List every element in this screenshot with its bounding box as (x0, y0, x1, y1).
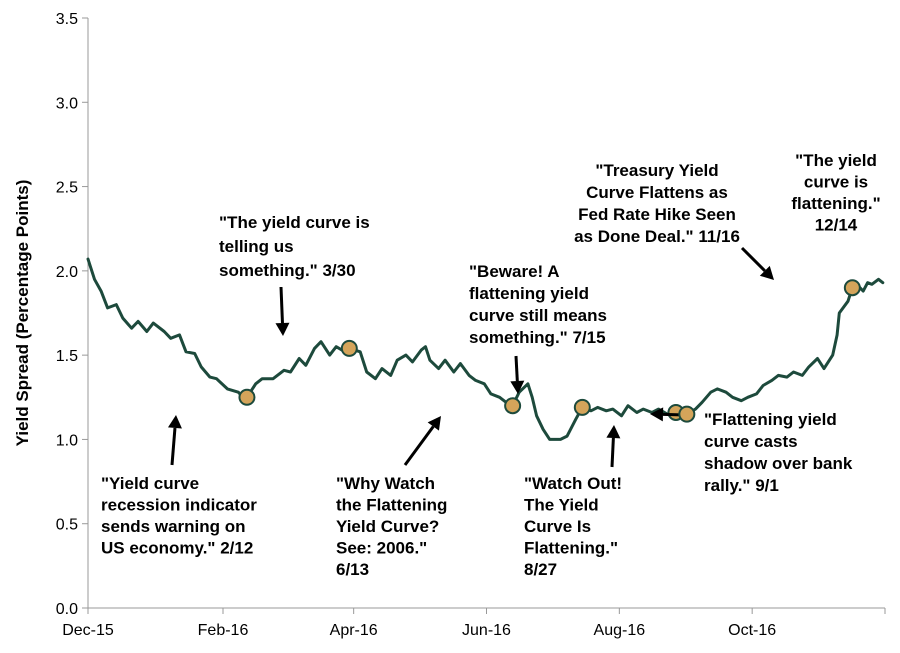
annotation-line: Curve Is (524, 517, 591, 536)
annotation-line: "The yield curve is (219, 213, 370, 232)
x-tick-label: Dec-15 (62, 622, 114, 639)
x-tick-label: Aug-16 (594, 622, 646, 639)
annotation-line: as Done Deal." 11/16 (574, 227, 740, 246)
annotation-arrowhead (510, 380, 525, 394)
yield-spread-line (86, 257, 885, 441)
annotation-line: "Yield curve (101, 474, 199, 493)
x-tick-label: Apr-16 (330, 622, 378, 639)
y-tick-label: 3.5 (56, 11, 78, 28)
annotation: "The yield curve is telling us something."… (219, 213, 370, 357)
annotation-label: "Yield curve recession indicator sends war… (101, 474, 257, 558)
annotation-line: "Beware! A (469, 262, 560, 281)
y-ticks: 0.0 0.5 1.0 1.5 2.0 2.5 3.0 3.5 (56, 11, 88, 618)
annotation-line: telling us (219, 237, 294, 256)
y-tick-label: 2.5 (56, 180, 78, 197)
annotation-label: "Watch Out! The Yield Curve Is Flattening."… (524, 474, 622, 579)
annotation-line: Yield Curve? (336, 517, 439, 536)
annotation-line: 8/27 (524, 560, 557, 579)
y-axis-title: Yield Spread (Percentage Points) (13, 180, 32, 447)
y-tick-label: 0.0 (56, 601, 78, 618)
annotation-line: The Yield (524, 496, 599, 515)
annotation-label: "Beware! A flattening yield curve still me… (469, 262, 607, 347)
event-marker (504, 397, 522, 415)
annotation-line: curve still means (469, 306, 607, 325)
annotation-arrowhead (759, 265, 774, 280)
annotation-line: US economy." 2/12 (101, 539, 253, 558)
annotation-arrowhead (650, 407, 664, 422)
x-tick-label: Jun-16 (462, 622, 511, 639)
annotation-line: "The yield (795, 151, 877, 170)
annotation-line: something." 3/30 (219, 261, 356, 280)
x-tick-label: Oct-16 (728, 622, 776, 639)
x-tick-label: Feb-16 (198, 622, 249, 639)
annotation-label: "Flattening yield curve casts shadow over … (704, 410, 853, 495)
annotation-arrowhead (427, 416, 441, 431)
annotation-line: flattening yield (469, 284, 589, 303)
y-tick-label: 0.5 (56, 517, 78, 534)
annotation-line: curve is (804, 173, 868, 192)
annotation-arrow-shaft (403, 425, 435, 466)
annotation-line: "Treasury Yield (595, 161, 718, 180)
y-tick-label: 1.0 (56, 432, 78, 449)
y-tick-label: 2.0 (56, 264, 78, 281)
y-tick-label: 1.5 (56, 348, 78, 365)
annotation-line: "Watch Out! (524, 474, 622, 493)
annotation-line: recession indicator (101, 496, 257, 515)
annotation-line: "Why Watch (336, 474, 435, 493)
annotation: "Beware! A flattening yield curve still me… (469, 262, 607, 416)
annotation-label: "The yield curve is telling us something."… (219, 213, 370, 280)
annotation-label: "The yield curve is flattening." 12/14 (791, 151, 880, 235)
annotation-line: rally." 9/1 (704, 476, 779, 495)
event-marker (340, 339, 358, 357)
annotations: "Yield curve recession indicator sends war… (101, 151, 881, 579)
annotation-arrow-shaft (610, 437, 615, 468)
annotation-line: 12/14 (815, 216, 858, 235)
annotation-arrowhead (167, 415, 182, 429)
x-ticks: Dec-15 Feb-16 Apr-16 Jun-16 Aug-16 Oct-16 (62, 608, 886, 639)
annotation: "Flattening yield curve casts shadow over … (650, 405, 853, 495)
annotation-line: Flattening." (524, 539, 618, 558)
y-tick-label: 3.0 (56, 95, 78, 112)
event-marker (238, 388, 256, 406)
annotation-arrow-shaft (740, 246, 766, 272)
annotation: "Watch Out! The Yield Curve Is Flattening."… (524, 403, 685, 579)
annotation-line: sends warning on (101, 517, 246, 536)
annotation-line: Curve Flattens as (586, 183, 728, 202)
event-marker (573, 398, 591, 416)
annotation: "The yield curve is flattening." 12/14 (791, 151, 880, 235)
annotation-line: shadow over bank (704, 454, 853, 473)
annotation-line: See: 2006." (336, 539, 427, 558)
annotation-arrow-shaft (514, 355, 519, 382)
annotation-arrow-shaft (279, 286, 284, 324)
annotation-arrow-shaft (170, 427, 177, 466)
annotation-arrowhead (275, 322, 290, 336)
annotation: "Yield curve recession indicator sends war… (101, 388, 257, 558)
annotation: "Treasury Yield Curve Flattens as Fed Rate… (574, 161, 861, 297)
event-marker (678, 405, 696, 423)
annotation: "Why Watch the Flattening Yield Curve? See:… (336, 397, 522, 579)
annotation-line: 6/13 (336, 560, 369, 579)
annotation-line: something." 7/15 (469, 328, 606, 347)
annotation-line: "Flattening yield (704, 410, 837, 429)
annotation-label: "Treasury Yield Curve Flattens as Fed Rate… (574, 161, 740, 246)
annotation-line: Fed Rate Hike Seen (578, 205, 736, 224)
annotation-line: the Flattening (336, 496, 447, 515)
event-marker (843, 279, 861, 297)
annotation-line: flattening." (791, 194, 880, 213)
annotation-label: "Why Watch the Flattening Yield Curve? See:… (336, 474, 447, 579)
annotation-arrowhead (606, 425, 621, 439)
annotation-line: curve casts (704, 432, 798, 451)
